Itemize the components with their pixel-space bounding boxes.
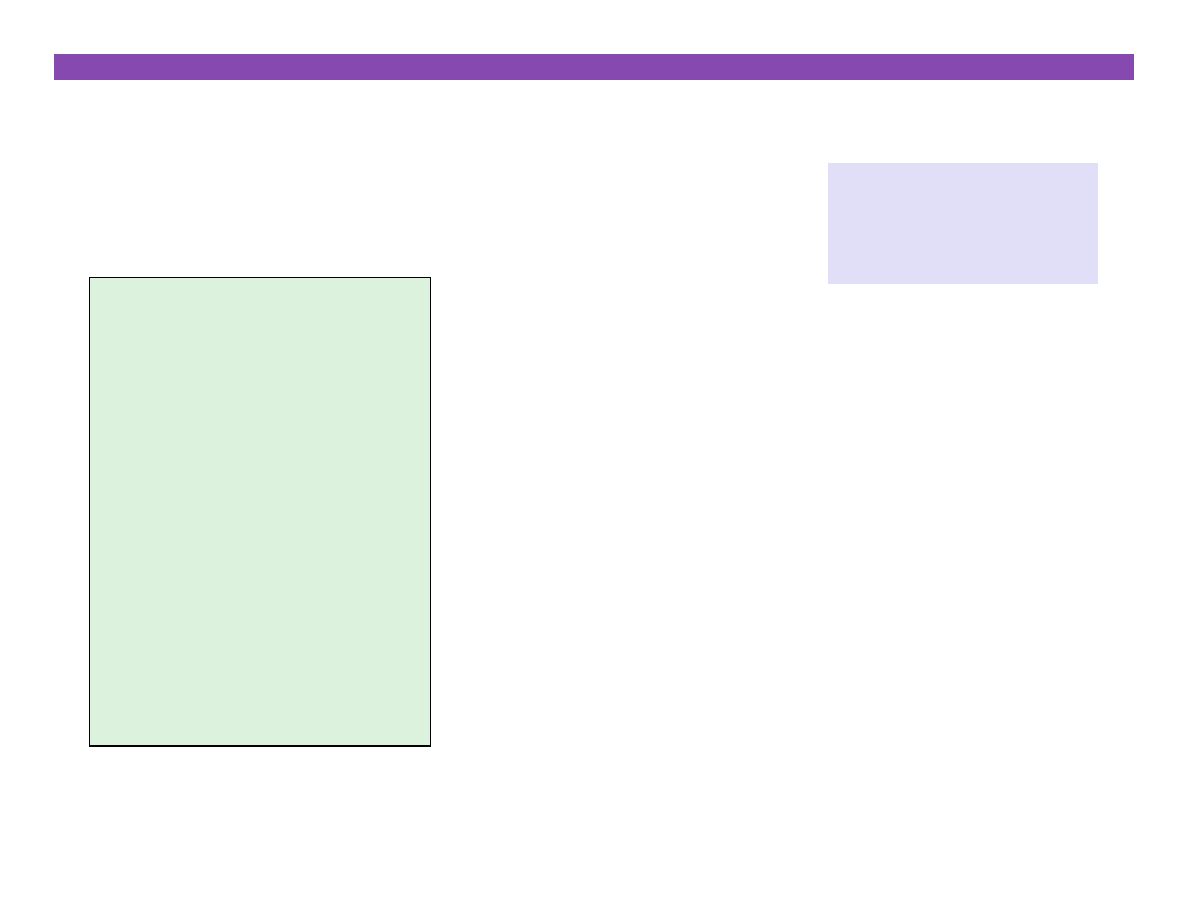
side-panel: [828, 163, 1098, 284]
content-box: [89, 277, 431, 747]
header-bar: [54, 54, 1134, 80]
